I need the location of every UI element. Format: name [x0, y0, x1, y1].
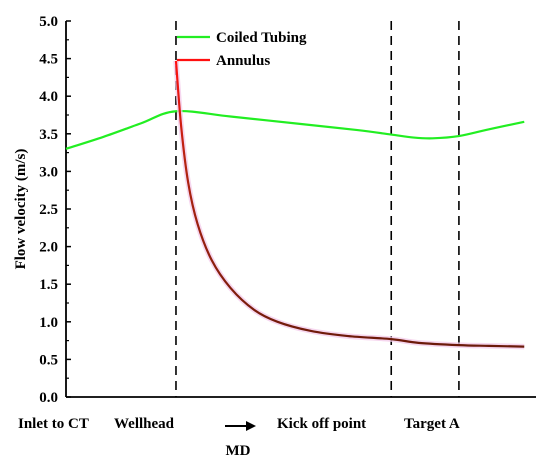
y-tick-label: 5.0	[39, 14, 58, 30]
y-tick-label: 3.0	[39, 164, 58, 180]
x-category-label: Kick off point	[277, 416, 366, 432]
y-tick-label: 0.5	[39, 352, 58, 368]
axes	[65, 20, 536, 398]
series-line-coiled-tubing	[65, 109, 525, 150]
x-category-label: Inlet to CT	[18, 416, 89, 432]
series-line-annulus	[174, 60, 525, 348]
series	[65, 60, 525, 350]
y-tick-label: 1.5	[39, 277, 58, 293]
y-tick-label: 1.0	[39, 315, 58, 331]
y-tick-label: 2.0	[39, 240, 58, 256]
labels: 0.0 0.5 1.0 1.5 2.0 2.5 3.0 3.5 4.0 4.5 5.0 Flow ve…	[13, 14, 460, 459]
y-axis-title: Flow velocity (m/s)	[13, 149, 29, 270]
x-category-label: Wellhead	[114, 416, 175, 432]
x-category-label: Target A	[404, 416, 460, 432]
legend-label: Coiled Tubing	[216, 30, 307, 46]
legend-label: Annulus	[216, 53, 270, 69]
legend: Coiled Tubing Annulus	[177, 30, 307, 69]
md-arrow-head	[246, 421, 256, 431]
y-tick-label: 4.5	[39, 52, 58, 68]
y-tick-label: 3.5	[39, 127, 58, 143]
series-halo-annulus	[173, 60, 525, 350]
y-tick-label: 4.0	[39, 89, 58, 105]
y-tick-label: 2.5	[39, 202, 58, 218]
y-tick-label: 0.0	[39, 390, 58, 406]
x-axis-title: MD	[226, 443, 251, 459]
